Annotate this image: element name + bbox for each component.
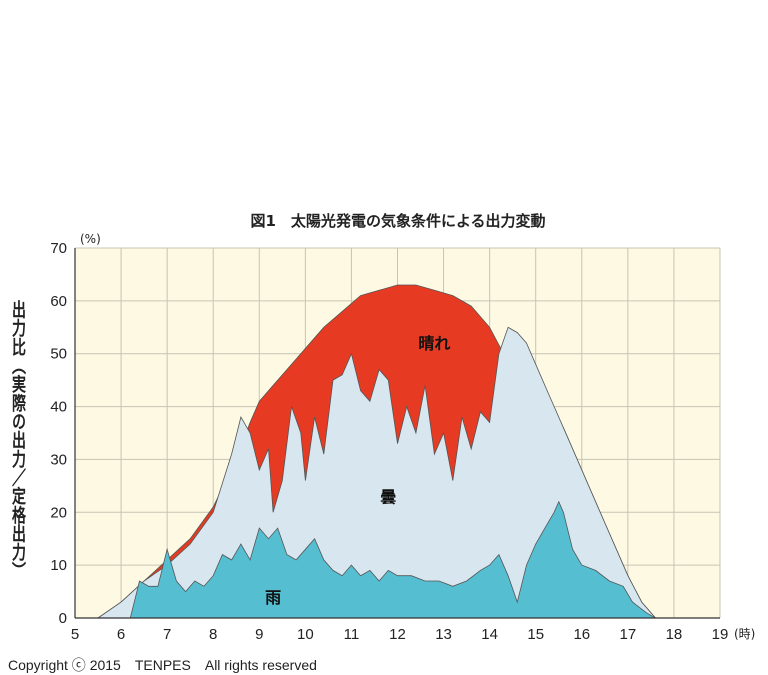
y-tick-10: 10 <box>50 557 67 574</box>
y-tick-60: 60 <box>50 293 67 310</box>
x-tick-13: 13 <box>435 626 452 643</box>
area-series-2 <box>96 326 657 619</box>
y-tick-30: 30 <box>50 451 67 468</box>
axes <box>74 248 720 619</box>
x-tick-18: 18 <box>666 626 683 643</box>
x-tick-labels: 5 6 7 8 9 10 11 12 13 14 15 16 17 18 19 <box>71 626 729 643</box>
x-tick-7: 7 <box>163 626 171 643</box>
chart-title: 図1 太陽光発電の気象条件による出力変動 <box>251 212 546 230</box>
area-series-3 <box>129 500 657 619</box>
y-tick-70: 70 <box>50 240 67 257</box>
x-tick-15: 15 <box>527 626 544 643</box>
x-tick-19: 19 <box>712 626 729 643</box>
x-tick-9: 9 <box>255 626 263 643</box>
x-tick-14: 14 <box>481 626 498 643</box>
copyright-text: Copyright ⓒ 2015 TENPES All rights reser… <box>8 657 317 673</box>
x-tick-16: 16 <box>573 626 590 643</box>
y-axis-label: 出力比（実際の出力／定格出力） <box>10 299 27 580</box>
y-tick-20: 20 <box>50 504 67 521</box>
y-tick-0: 0 <box>59 610 67 627</box>
y-unit-label: (%) <box>80 232 101 246</box>
y-tick-40: 40 <box>50 399 67 416</box>
x-unit-label: (時) <box>734 627 755 641</box>
x-tick-10: 10 <box>297 626 314 643</box>
y-tick-labels: 0 10 20 30 40 50 60 70 <box>50 240 67 627</box>
x-tick-12: 12 <box>389 626 406 643</box>
x-tick-8: 8 <box>209 626 217 643</box>
x-tick-6: 6 <box>117 626 125 643</box>
region-label-1: 晴れ <box>418 334 450 353</box>
x-tick-17: 17 <box>620 626 637 643</box>
x-tick-11: 11 <box>344 626 360 643</box>
area-series <box>96 284 657 619</box>
y-tick-50: 50 <box>50 346 67 363</box>
region-label-2: 曇 <box>380 487 396 506</box>
region-label-3: 雨 <box>265 588 281 607</box>
x-tick-5: 5 <box>71 626 79 643</box>
